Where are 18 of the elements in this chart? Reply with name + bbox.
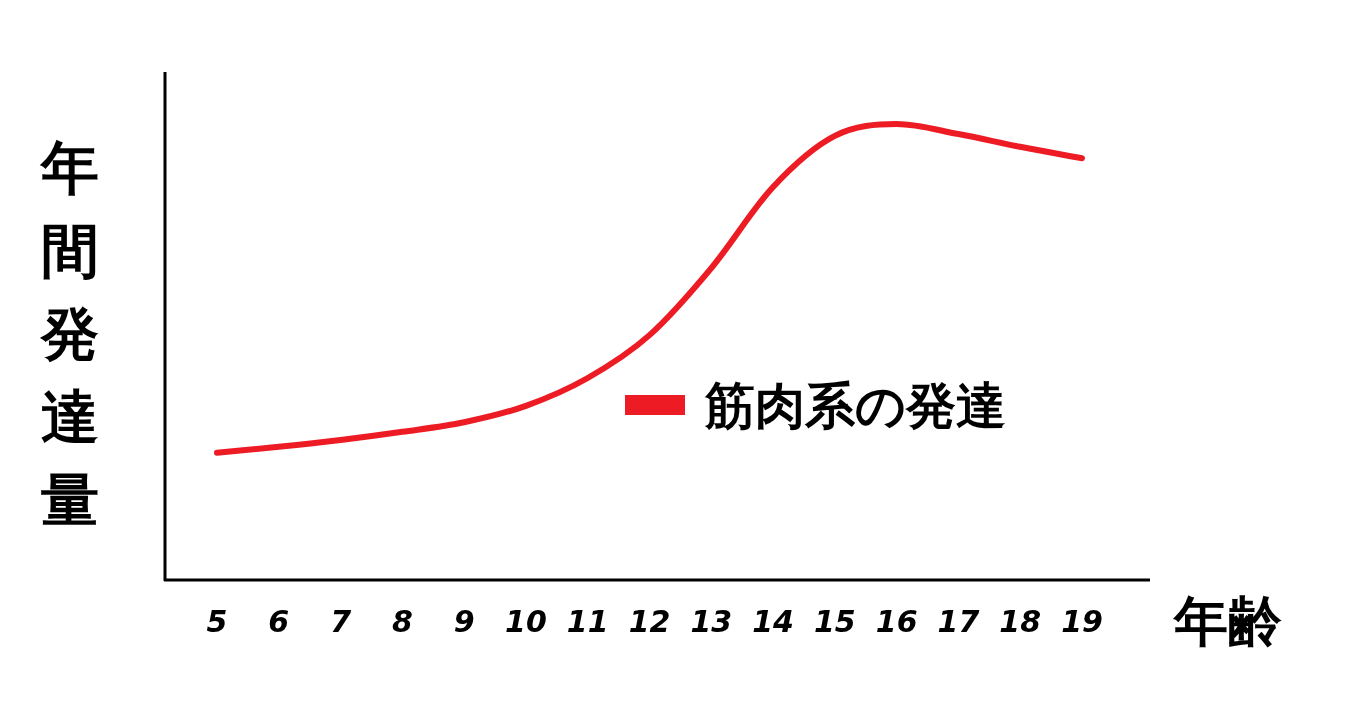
xtick: 19 — [1061, 604, 1103, 639]
xtick: 18 — [999, 604, 1042, 639]
legend-label: 筋肉系の発達 — [705, 377, 1006, 435]
xtick: 17 — [937, 604, 980, 639]
xtick: 14 — [752, 604, 794, 639]
xtick: 13 — [690, 604, 733, 639]
ylabel: 年間発達量 — [41, 134, 99, 534]
xtick: 7 — [330, 604, 351, 639]
xtick: 6 — [268, 604, 290, 639]
xtick: 11 — [566, 604, 609, 639]
xtick: 5 — [206, 604, 228, 639]
xtick: 12 — [628, 604, 671, 639]
xlabel: 年齢 — [1174, 590, 1282, 653]
xtick: 10 — [505, 604, 547, 639]
xtick: 8 — [391, 604, 413, 639]
xtick: 15 — [814, 604, 856, 639]
xtick: 16 — [875, 604, 918, 639]
xtick: 9 — [453, 604, 475, 639]
